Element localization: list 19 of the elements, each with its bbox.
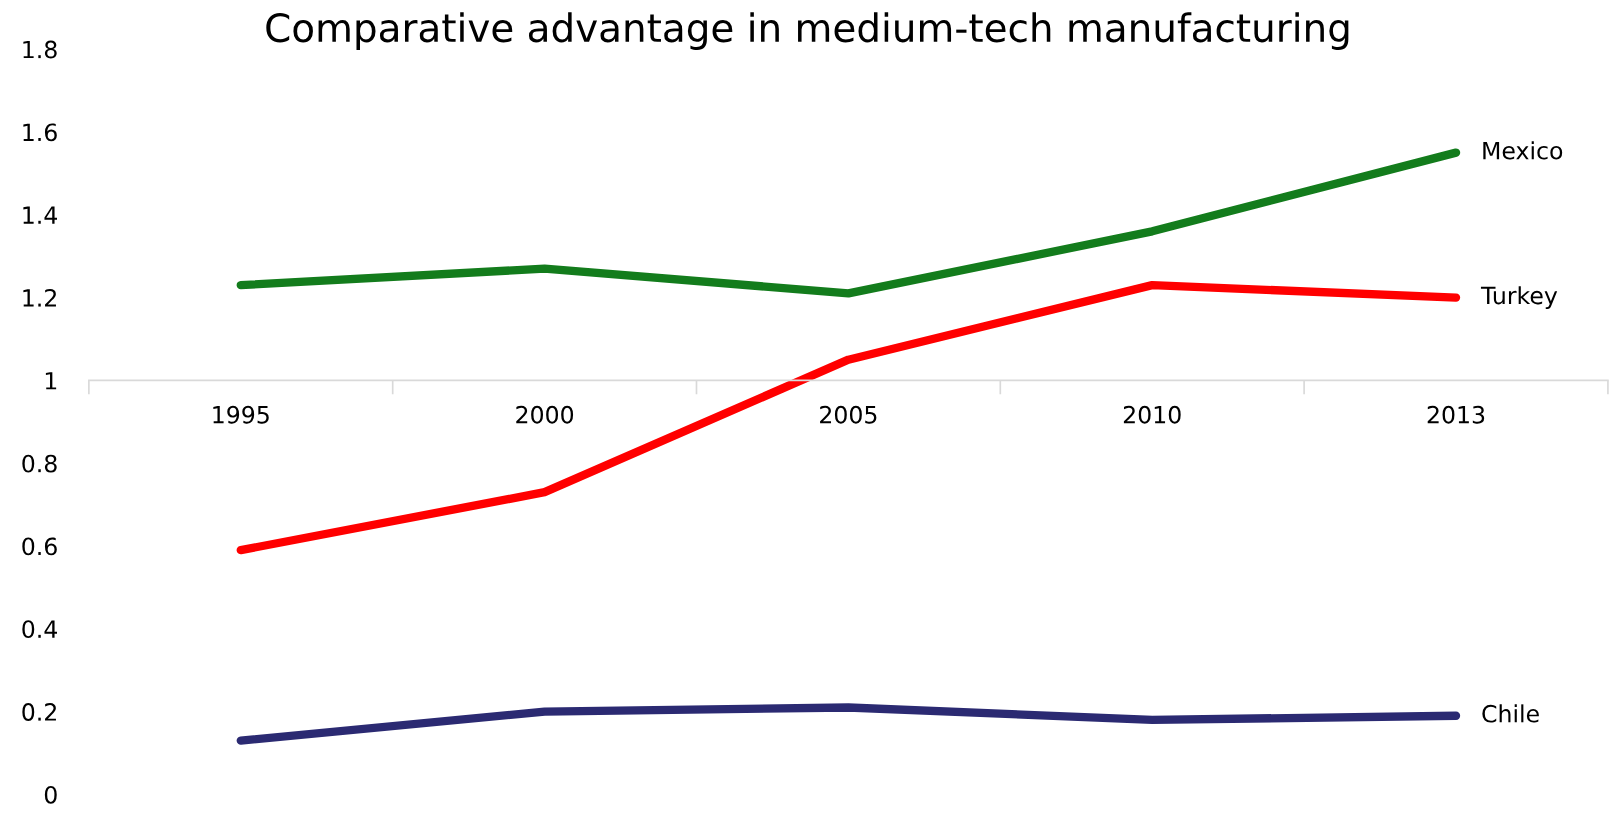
x-tick-label: 2000 <box>516 405 574 424</box>
y-tick-label: 1.6 <box>23 123 57 142</box>
chart-title: Comparative advantage in medium-tech manufacturing <box>266 12 1349 50</box>
x-tick-label: 1995 <box>213 405 269 424</box>
series-label: Chile <box>1482 704 1539 723</box>
y-tick-label: 0.6 <box>22 537 57 556</box>
y-tick-label: 1 <box>45 372 57 390</box>
x-tick-label: 2005 <box>820 405 877 424</box>
y-tick-label: 1.2 <box>23 289 56 307</box>
y-tick-label: 0.4 <box>22 620 57 639</box>
y-tick-label: 1.4 <box>23 206 57 224</box>
y-tick-label: 0 <box>44 785 57 804</box>
series-label: Mexico <box>1483 141 1563 160</box>
x-tick-label: 2013 <box>1427 405 1485 424</box>
x-tick-label: 2010 <box>1123 405 1181 424</box>
y-tick-label: 1.8 <box>23 40 57 59</box>
y-tick-label: 0.8 <box>22 454 57 473</box>
y-tick-label: 0.2 <box>22 703 56 721</box>
series-label: Turkey <box>1480 286 1558 309</box>
